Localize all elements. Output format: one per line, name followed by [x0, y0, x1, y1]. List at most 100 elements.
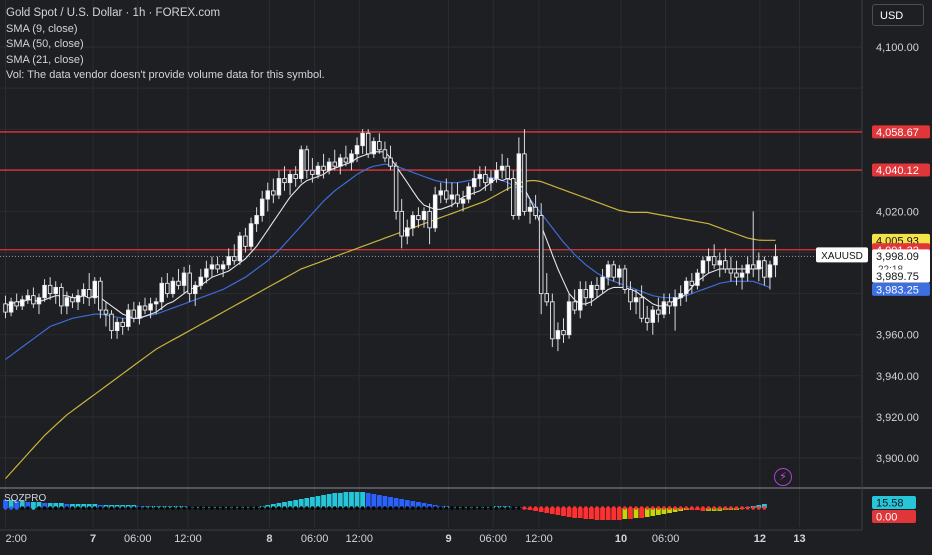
- oscillator-value-label[interactable]: 15.58: [876, 498, 904, 510]
- candle-body[interactable]: [109, 313, 114, 332]
- candle-body[interactable]: [382, 149, 388, 159]
- candle-body[interactable]: [388, 157, 393, 167]
- candle-body[interactable]: [8, 301, 14, 313]
- candle-body[interactable]: [650, 309, 656, 323]
- candle-body[interactable]: [644, 317, 650, 323]
- candle-body[interactable]: [416, 215, 421, 221]
- candle-body[interactable]: [611, 264, 616, 278]
- candle-body[interactable]: [594, 284, 600, 290]
- candle-body[interactable]: [678, 293, 683, 299]
- candle-body[interactable]: [377, 141, 382, 151]
- candle-body[interactable]: [438, 190, 443, 196]
- candle-body[interactable]: [734, 272, 739, 278]
- candle-body[interactable]: [477, 173, 483, 179]
- candle-body[interactable]: [756, 260, 762, 270]
- price-axis-label[interactable]: 4,040.12: [876, 165, 919, 177]
- candle-body[interactable]: [684, 280, 689, 295]
- candle-body[interactable]: [298, 149, 304, 179]
- candle-body[interactable]: [226, 256, 231, 266]
- symbol-label[interactable]: XAUUSD: [821, 251, 863, 262]
- candle-body[interactable]: [114, 321, 120, 332]
- candle-body[interactable]: [159, 282, 164, 303]
- candle-body[interactable]: [488, 178, 494, 184]
- candle-body[interactable]: [293, 173, 298, 179]
- candle-body[interactable]: [31, 295, 36, 305]
- candle-body[interactable]: [393, 165, 399, 212]
- candle-body[interactable]: [349, 153, 354, 163]
- candle-body[interactable]: [667, 301, 672, 307]
- candle-body[interactable]: [460, 198, 466, 204]
- candle-body[interactable]: [739, 272, 745, 278]
- candle-body[interactable]: [449, 194, 455, 200]
- candle-body[interactable]: [192, 284, 198, 295]
- candle-body[interactable]: [511, 178, 516, 216]
- candle-body[interactable]: [170, 280, 176, 295]
- candle-body[interactable]: [126, 309, 131, 327]
- candle-body[interactable]: [92, 280, 98, 299]
- candle-body[interactable]: [689, 280, 695, 286]
- candle-body[interactable]: [583, 289, 589, 299]
- candle-body[interactable]: [717, 260, 722, 266]
- candle-body[interactable]: [19, 299, 25, 307]
- candle-body[interactable]: [656, 309, 661, 315]
- candle-body[interactable]: [773, 256, 778, 266]
- candle-body[interactable]: [209, 264, 215, 270]
- candle-body[interactable]: [672, 297, 678, 307]
- candle-body[interactable]: [232, 256, 237, 262]
- candle-body[interactable]: [706, 256, 711, 262]
- oscillator-value-label[interactable]: 0.00: [876, 512, 897, 524]
- candle-body[interactable]: [516, 153, 522, 216]
- candle-body[interactable]: [187, 272, 192, 295]
- candle-body[interactable]: [750, 264, 756, 270]
- indicator-sma21-label[interactable]: SMA (21, close): [6, 53, 84, 66]
- candle-body[interactable]: [700, 260, 706, 274]
- candle-body[interactable]: [455, 194, 460, 204]
- candle-body[interactable]: [220, 264, 226, 270]
- candle-body[interactable]: [148, 303, 153, 311]
- candle-body[interactable]: [695, 272, 700, 286]
- lightning-icon[interactable]: ⚡: [774, 468, 792, 486]
- candle-body[interactable]: [354, 145, 360, 155]
- candle-body[interactable]: [589, 284, 594, 299]
- candle-body[interactable]: [728, 268, 734, 274]
- candle-body[interactable]: [561, 330, 566, 336]
- candle-body[interactable]: [243, 235, 248, 247]
- candle-body[interactable]: [332, 161, 337, 167]
- candle-body[interactable]: [617, 268, 622, 278]
- price-axis-label[interactable]: 3,989.75: [876, 271, 919, 283]
- candle-body[interactable]: [405, 227, 410, 237]
- candle-body[interactable]: [533, 206, 538, 216]
- candle-body[interactable]: [399, 210, 404, 237]
- candle-body[interactable]: [259, 198, 265, 216]
- candle-body[interactable]: [566, 301, 572, 336]
- candle-body[interactable]: [343, 157, 349, 163]
- candle-body[interactable]: [444, 190, 449, 200]
- candle-body[interactable]: [499, 165, 505, 171]
- price-axis-label[interactable]: 3,998.09: [876, 251, 919, 263]
- candle-body[interactable]: [198, 276, 204, 286]
- candle-body[interactable]: [544, 293, 550, 303]
- candle-body[interactable]: [527, 206, 533, 212]
- candle-body[interactable]: [338, 157, 343, 167]
- candle-body[interactable]: [745, 264, 750, 274]
- candle-body[interactable]: [326, 161, 332, 171]
- candle-body[interactable]: [3, 303, 8, 313]
- candle-body[interactable]: [427, 210, 432, 229]
- candle-body[interactable]: [176, 280, 181, 286]
- candle-body[interactable]: [572, 301, 577, 311]
- candle-body[interactable]: [64, 297, 70, 307]
- candle-body[interactable]: [767, 264, 773, 278]
- candle-body[interactable]: [137, 305, 142, 319]
- candle-body[interactable]: [248, 223, 254, 247]
- candle-body[interactable]: [14, 301, 19, 307]
- candle-body[interactable]: [237, 235, 243, 262]
- candle-body[interactable]: [254, 215, 259, 225]
- candle-body[interactable]: [711, 256, 717, 266]
- candle-body[interactable]: [271, 190, 276, 196]
- candle-body[interactable]: [432, 194, 438, 229]
- candle-body[interactable]: [59, 286, 64, 307]
- candle-body[interactable]: [360, 132, 365, 147]
- candle-body[interactable]: [466, 186, 471, 200]
- candle-body[interactable]: [321, 165, 326, 171]
